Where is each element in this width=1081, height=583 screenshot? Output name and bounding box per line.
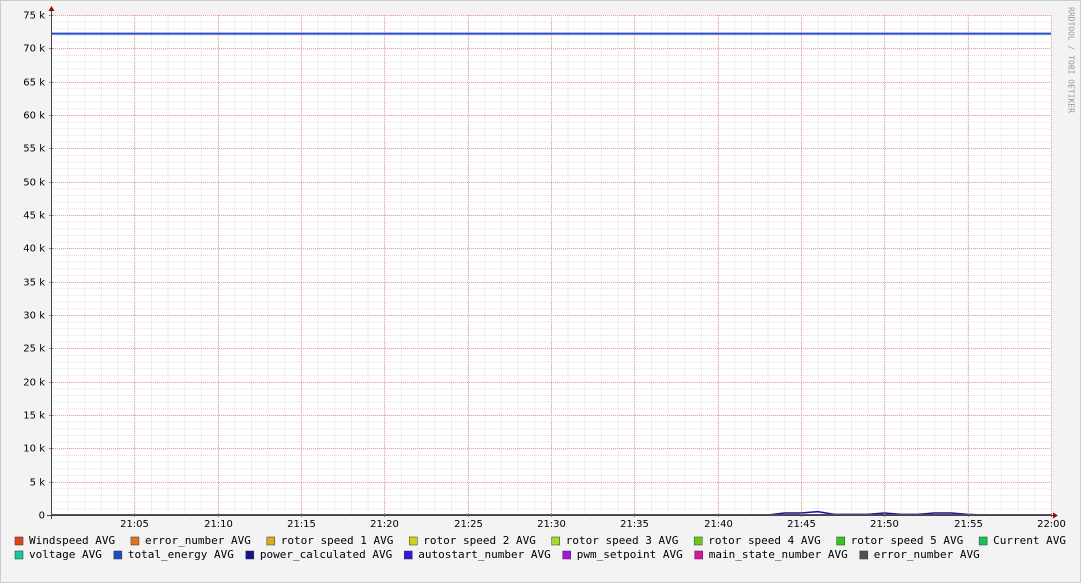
x-tick-label: 21:45 <box>787 519 816 530</box>
x-tick-label: 22:00 <box>1037 519 1066 530</box>
legend-item: rotor speed 5 AVG <box>836 534 964 547</box>
legend-label: rotor speed 3 AVG <box>566 534 679 547</box>
y-tick-label: 55 k <box>23 144 45 155</box>
legend-item: power_calculated AVG <box>245 548 392 561</box>
y-tick-label: 30 k <box>23 311 45 322</box>
legend-label: power_calculated AVG <box>260 548 392 561</box>
x-tick-label: 21:50 <box>870 519 899 530</box>
legend-item: total_energy AVG <box>113 548 234 561</box>
legend-swatch <box>562 550 571 560</box>
legend-swatch <box>694 550 703 560</box>
legend-label: rotor speed 1 AVG <box>281 534 394 547</box>
watermark: RRDTOOL / TOBI OETIKER <box>1067 7 1076 113</box>
legend-label: total_energy AVG <box>128 548 234 561</box>
legend-swatch <box>14 550 24 560</box>
legend-swatch <box>113 550 123 560</box>
legend-label: error_number AVG <box>145 534 251 547</box>
legend-item: error_number AVG <box>859 548 980 561</box>
x-tick-label: 21:05 <box>120 519 149 530</box>
y-tick-label: 75 k <box>23 11 45 22</box>
y-arrow <box>48 6 55 11</box>
legend-item: rotor speed 4 AVG <box>693 534 821 547</box>
legend-swatch <box>693 536 703 546</box>
x-tick-label: 21:35 <box>620 519 649 530</box>
x-tick-label: 21:25 <box>454 519 483 530</box>
y-tick-label: 25 k <box>23 344 45 355</box>
legend-label: pwm_setpoint AVG <box>577 548 683 561</box>
legend-swatch <box>14 536 24 546</box>
legend-item: autostart_number AVG <box>404 548 551 561</box>
x-arrow <box>1053 512 1058 519</box>
legend-item: Windspeed AVG <box>14 534 115 547</box>
legend-label: voltage AVG <box>29 548 102 561</box>
legend-item: Current AVG <box>978 534 1066 547</box>
axes: 0 5 k 10 k 15 k 20 k 25 k 30 k 35 k 40 k 45 k 50 k… <box>23 6 1066 530</box>
legend-label: rotor speed 2 AVG <box>423 534 536 547</box>
y-tick-label: 60 k <box>23 111 45 122</box>
legend-label: error_number AVG <box>874 548 980 561</box>
legend-swatch <box>836 536 845 546</box>
legend-label: main_state_number AVG <box>709 548 848 561</box>
x-tick-label: 21:20 <box>370 519 399 530</box>
y-tick-label: 50 k <box>23 178 45 189</box>
x-tick-label: 21:55 <box>954 519 983 530</box>
y-tick-label: 10 k <box>23 444 45 455</box>
legend-item: rotor speed 3 AVG <box>551 534 679 547</box>
y-tick-label: 35 k <box>23 278 45 289</box>
legend-swatch <box>409 536 418 546</box>
x-tick-label: 21:40 <box>704 519 733 530</box>
legend-item: pwm_setpoint AVG <box>562 548 683 561</box>
legend-swatch <box>266 536 276 546</box>
y-tick-label: 65 k <box>23 78 45 89</box>
legend-item: main_state_number AVG <box>694 548 848 561</box>
legend-swatch <box>130 536 140 546</box>
y-tick-label: 15 k <box>23 411 45 422</box>
legend-label: rotor speed 4 AVG <box>708 534 821 547</box>
legend-item: rotor speed 2 AVG <box>409 534 536 547</box>
legend-label: Windspeed AVG <box>29 534 115 547</box>
legend-label: Current AVG <box>993 534 1066 547</box>
legend-swatch <box>978 536 988 546</box>
y-tick-label: 70 k <box>23 44 45 55</box>
legend-swatch <box>859 550 869 560</box>
legend-swatch <box>404 550 413 560</box>
y-tick-label: 40 k <box>23 244 45 255</box>
legend-label: autostart_number AVG <box>418 548 550 561</box>
y-tick-label: 0 <box>39 511 45 522</box>
x-tick-label: 21:15 <box>287 519 316 530</box>
legend-swatch <box>245 550 255 560</box>
grid <box>51 15 1052 516</box>
x-tick-label: 21:10 <box>204 519 233 530</box>
legend-item: voltage AVG <box>14 548 102 561</box>
x-tick-label: 21:30 <box>537 519 566 530</box>
legend-swatch <box>551 536 560 546</box>
y-tick-label: 5 k <box>30 478 46 489</box>
legend-item: error_number AVG <box>130 534 251 547</box>
legend-label: rotor speed 5 AVG <box>851 534 964 547</box>
y-tick-label: 20 k <box>23 378 45 389</box>
y-tick-label: 45 k <box>23 211 45 222</box>
legend-item: rotor speed 1 AVG <box>266 534 394 547</box>
legend: Windspeed AVG error_number AVG rotor speed… <box>14 534 1066 561</box>
